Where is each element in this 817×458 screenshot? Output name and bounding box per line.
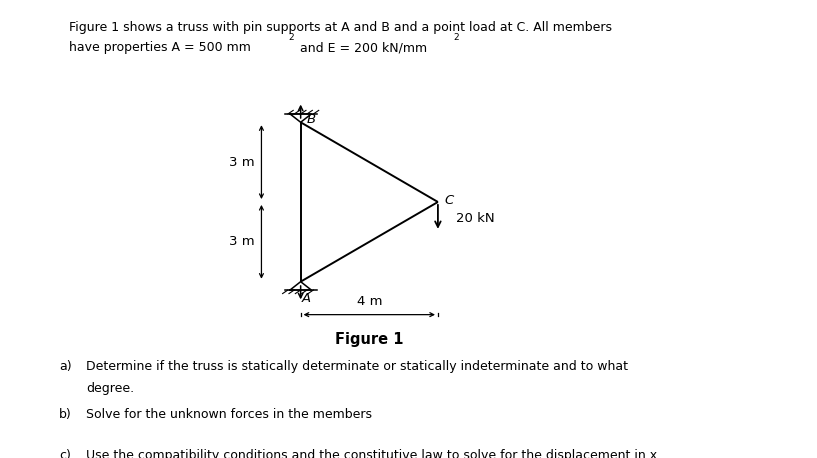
- Text: Use the compatibility conditions and the constitutive law to solve for the displ: Use the compatibility conditions and the…: [86, 449, 657, 458]
- Text: 4 m: 4 m: [356, 295, 382, 308]
- Text: Solve for the unknown forces in the members: Solve for the unknown forces in the memb…: [86, 408, 372, 420]
- Text: Figure 1 shows a truss with pin supports at A and B and a point load at C. All m: Figure 1 shows a truss with pin supports…: [69, 21, 613, 33]
- Text: 3 m: 3 m: [230, 156, 255, 169]
- Text: c): c): [59, 449, 71, 458]
- Text: A: A: [301, 292, 311, 305]
- Text: 20 kN: 20 kN: [456, 212, 494, 225]
- Text: 2: 2: [288, 33, 294, 42]
- Text: Determine if the truss is statically determinate or statically indeterminate and: Determine if the truss is statically det…: [86, 360, 627, 372]
- Text: B: B: [306, 113, 315, 126]
- Text: degree.: degree.: [86, 382, 134, 394]
- Text: have properties A = 500 mm: have properties A = 500 mm: [69, 41, 252, 54]
- Text: C: C: [444, 194, 453, 207]
- Text: Figure 1: Figure 1: [335, 332, 404, 347]
- Text: b): b): [59, 408, 72, 420]
- Text: and E = 200 kN/mm: and E = 200 kN/mm: [296, 41, 426, 54]
- Text: 3 m: 3 m: [230, 235, 255, 248]
- Text: a): a): [59, 360, 71, 372]
- Text: 2: 2: [453, 33, 459, 42]
